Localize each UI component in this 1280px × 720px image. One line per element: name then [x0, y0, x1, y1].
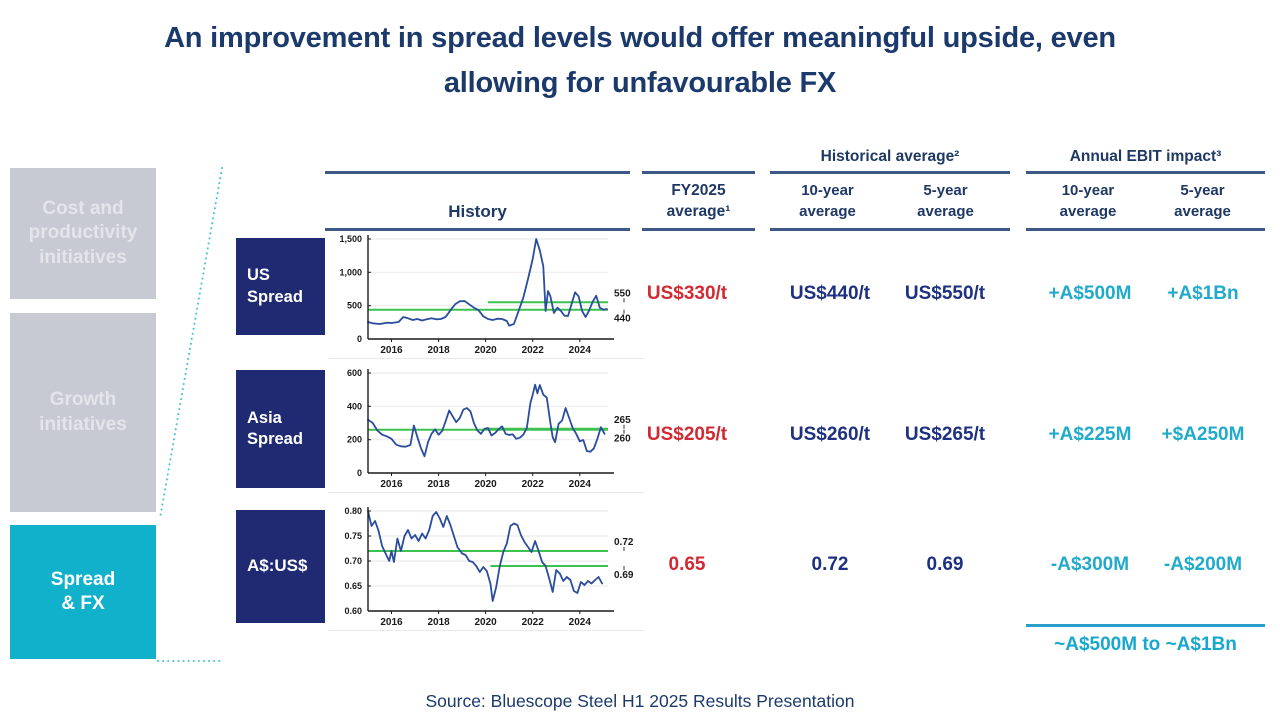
ebit-summary-rule: [1026, 624, 1265, 627]
svg-text:2018: 2018: [427, 617, 450, 628]
row-label-aud-usd: A$:US$: [236, 510, 325, 623]
asia-spread-ebit-5yr-value: +$A250M: [1161, 424, 1245, 445]
us-spread-history-chart: 0 500 1,000 1,500 2016 2018 2020 2022 2024 550 440: [328, 232, 644, 359]
sidebar-item-cost-productivity: Cost and productivity initiatives: [10, 168, 156, 299]
sidebar-item-label: Spread & FX: [50, 568, 116, 614]
sidebar-item-label: Cost and productivity initiatives: [28, 198, 138, 268]
svg-text:0.69: 0.69: [614, 570, 634, 581]
fy2025-column-bottom-rule: [642, 228, 755, 231]
us-spread-fy2025-value: US$330/t: [646, 283, 728, 304]
history-column-header: History: [448, 202, 507, 221]
svg-text:0.72: 0.72: [614, 537, 634, 548]
aud-usd-5yr-value: 0.69: [926, 554, 964, 575]
historical-average-bottom-rule: [770, 228, 1010, 231]
hist-5yr-subheader: 5-year average: [917, 182, 974, 220]
svg-text:2022: 2022: [522, 617, 545, 628]
svg-text:2016: 2016: [380, 345, 403, 356]
aud-usd-history-chart: 0.60 0.65 0.70 0.75 0.80 2016 2018 2020 2022 2024…: [328, 504, 644, 631]
us-spread-ebit-10yr-value: +A$500M: [1048, 283, 1132, 304]
hist-10yr-subheader: 10-year average: [799, 182, 856, 220]
svg-text:2018: 2018: [427, 479, 450, 490]
svg-text:440: 440: [614, 314, 631, 325]
title-line-2: allowing for unfavourable FX: [443, 67, 837, 99]
sidebar-item-spread-fx-active: Spread & FX: [10, 525, 156, 659]
svg-text:0.60: 0.60: [344, 606, 362, 616]
historical-average-group-header: Historical average²: [820, 148, 960, 165]
aud-usd-fy2025-value: 0.65: [668, 554, 706, 575]
ebit-impact-group-rule: [1026, 171, 1265, 174]
ebit-impact-group-header: Annual EBIT impact³: [1069, 148, 1222, 165]
svg-text:200: 200: [347, 435, 362, 445]
svg-text:265: 265: [614, 415, 631, 426]
aud-usd-ebit-10yr-value: -A$300M: [1050, 554, 1130, 575]
svg-text:2024: 2024: [569, 479, 592, 490]
row-label-asia-spread: Asia Spread: [236, 370, 325, 488]
svg-text:500: 500: [347, 301, 362, 311]
svg-text:2022: 2022: [522, 479, 545, 490]
history-column-top-rule: [325, 171, 630, 174]
sidebar-item-growth: Growth initiatives: [10, 313, 156, 512]
svg-text:2022: 2022: [522, 345, 545, 356]
svg-text:0.80: 0.80: [344, 506, 362, 516]
title-line-1: An improvement in spread levels would of…: [164, 22, 1116, 54]
svg-text:1,500: 1,500: [339, 234, 362, 244]
svg-text:550: 550: [614, 288, 631, 299]
source-attribution: Source: Bluescope Steel H1 2025 Results …: [425, 691, 855, 711]
aud-usd-ebit-5yr-value: -A$200M: [1163, 554, 1243, 575]
ebit-summary-range: ~A$500M to ~A$1Bn: [1054, 634, 1237, 655]
history-column-bottom-rule: [325, 228, 630, 231]
fy2025-column-header: FY2025 average¹: [666, 182, 731, 220]
svg-text:2016: 2016: [380, 617, 403, 628]
svg-text:400: 400: [347, 401, 362, 411]
asia-spread-history-chart: 0 200 400 600 2016 2018 2020 2022 2024 265 260: [328, 366, 644, 493]
us-spread-ebit-5yr-value: +A$1Bn: [1167, 283, 1239, 304]
svg-text:0.75: 0.75: [344, 531, 362, 541]
ebit-5yr-subheader: 5-year average: [1174, 182, 1231, 220]
svg-text:0: 0: [357, 334, 362, 344]
asia-spread-5yr-value: US$265/t: [904, 424, 986, 445]
aud-usd-10yr-value: 0.72: [811, 554, 849, 575]
ebit-10yr-subheader: 10-year average: [1059, 182, 1117, 220]
us-spread-10yr-value: US$440/t: [789, 283, 871, 304]
asia-spread-ebit-10yr-value: +A$225M: [1048, 424, 1132, 445]
asia-spread-fy2025-value: US$205/t: [646, 424, 728, 445]
svg-text:0.65: 0.65: [344, 581, 362, 591]
svg-text:1,000: 1,000: [339, 267, 362, 277]
sidebar-item-label: Growth initiatives: [39, 389, 127, 435]
us-spread-5yr-value: US$550/t: [904, 283, 986, 304]
svg-text:260: 260: [614, 434, 631, 445]
svg-text:2020: 2020: [474, 479, 497, 490]
svg-text:2018: 2018: [427, 345, 450, 356]
fy2025-column-top-rule: [642, 171, 755, 174]
row-label-us-spread: US Spread: [236, 238, 325, 335]
svg-text:2024: 2024: [569, 617, 592, 628]
svg-text:2016: 2016: [380, 479, 403, 490]
ebit-impact-bottom-rule: [1026, 228, 1265, 231]
page-title: An improvement in spread levels would of…: [0, 16, 1280, 106]
svg-text:2020: 2020: [474, 617, 497, 628]
asia-spread-10yr-value: US$260/t: [789, 424, 871, 445]
svg-text:600: 600: [347, 368, 362, 378]
historical-average-group-rule: [770, 171, 1010, 174]
svg-text:2020: 2020: [474, 345, 497, 356]
svg-text:0.70: 0.70: [344, 556, 362, 566]
svg-text:0: 0: [357, 468, 362, 478]
svg-text:2024: 2024: [569, 345, 592, 356]
